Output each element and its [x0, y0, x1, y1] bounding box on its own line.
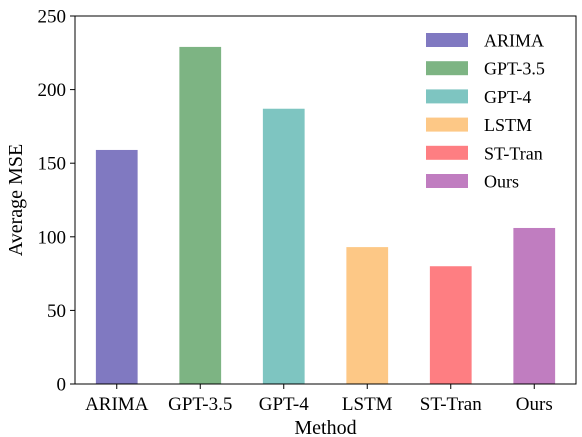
y-tick-label: 250 — [38, 7, 67, 28]
legend-entry: GPT-4 — [484, 87, 531, 107]
x-axis-ticks: ARIMA GPT-3.5 GPT-4 LSTM ST-Tran Ours — [85, 384, 553, 415]
legend-entry: GPT-3.5 — [484, 59, 545, 79]
legend-entry: ARIMA — [484, 31, 544, 51]
bar-st-tran — [429, 266, 472, 384]
legend: ARIMA GPT-3.5 GPT-4 LSTM ST-Tran Ours — [426, 31, 545, 192]
legend-entry: LSTM — [484, 115, 532, 135]
legend-swatch — [426, 61, 468, 76]
bar-lstm — [346, 247, 389, 384]
plot-frame — [74, 15, 577, 385]
x-tick-label: GPT-4 — [259, 394, 309, 415]
y-tick-label: 150 — [38, 154, 67, 175]
x-tick-label: ST-Tran — [420, 394, 482, 415]
bar-gpt-4 — [262, 108, 305, 385]
legend-swatch — [426, 174, 468, 188]
y-tick-label: 0 — [57, 375, 67, 396]
y-axis-label: Average MSE — [5, 144, 27, 256]
legend-entry: Ours — [484, 172, 519, 192]
legend-swatch — [426, 145, 468, 160]
x-tick-label: GPT-3.5 — [168, 394, 232, 415]
bar-ours — [513, 227, 556, 384]
x-tick-label: LSTM — [342, 394, 393, 415]
legend-swatch — [426, 33, 468, 47]
y-tick-label: 50 — [47, 301, 66, 322]
legend-swatch — [426, 117, 468, 132]
y-tick-label: 100 — [38, 227, 67, 248]
y-axis-ticks: 0 50 100 150 200 250 — [38, 7, 75, 396]
y-tick-label: 200 — [38, 80, 67, 101]
bar-gpt-3-5 — [179, 46, 222, 385]
legend-entry: ST-Tran — [484, 143, 543, 163]
bars — [95, 46, 556, 385]
x-axis-label: Method — [294, 417, 356, 437]
x-tick-label: ARIMA — [85, 394, 149, 415]
legend-swatch — [426, 89, 468, 104]
bar-arima — [95, 149, 138, 384]
x-tick-label: Ours — [516, 394, 553, 415]
